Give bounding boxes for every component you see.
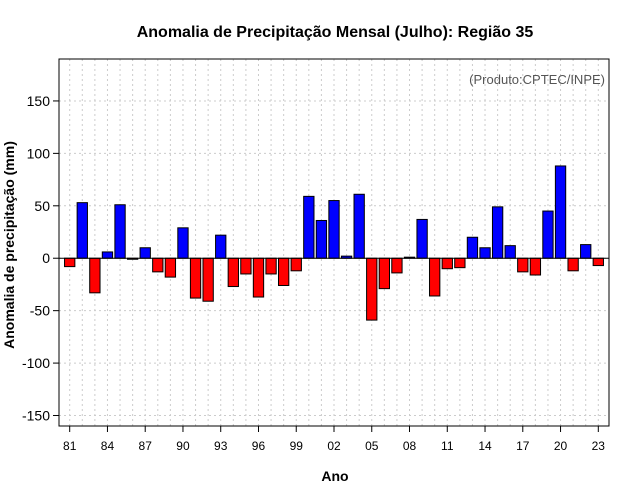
bar-1982 xyxy=(77,203,87,259)
bar-1994 xyxy=(228,258,238,286)
bar-2018 xyxy=(530,258,540,275)
y-tick-label: 50 xyxy=(34,198,50,214)
bar-2014 xyxy=(480,248,490,258)
x-tick-label: 99 xyxy=(290,439,304,453)
bar-1993 xyxy=(216,235,226,258)
x-tick-label: 81 xyxy=(63,439,77,453)
bar-2006 xyxy=(379,258,389,288)
bar-2011 xyxy=(442,258,452,268)
bar-1989 xyxy=(165,258,175,277)
bar-1998 xyxy=(278,258,288,285)
bar-2020 xyxy=(555,166,565,258)
bar-2000 xyxy=(304,196,314,258)
bar-1983 xyxy=(90,258,100,293)
x-tick-label: 90 xyxy=(176,439,190,453)
x-tick-label: 14 xyxy=(478,439,492,453)
bar-2007 xyxy=(392,258,402,273)
bar-2019 xyxy=(543,211,553,258)
x-tick-label: 20 xyxy=(554,439,568,453)
y-tick-label: 150 xyxy=(27,93,51,109)
x-tick-label: 84 xyxy=(101,439,115,453)
bar-2012 xyxy=(455,258,465,267)
x-tick-label: 93 xyxy=(214,439,228,453)
y-axis-label: Anomalia de precipitação (mm) xyxy=(1,141,17,349)
bar-1984 xyxy=(102,252,112,258)
y-tick-label: -150 xyxy=(22,408,50,424)
chart-title: Anomalia de Precipitação Mensal (Julho):… xyxy=(137,24,534,41)
bar-1985 xyxy=(115,205,125,258)
bar-2023 xyxy=(593,258,603,265)
x-tick-label: 08 xyxy=(403,439,417,453)
x-tick-label: 02 xyxy=(327,439,341,453)
y-tick-label: -100 xyxy=(22,355,50,371)
source-annotation: (Produto:CPTEC/INPE) xyxy=(469,72,605,87)
bar-1987 xyxy=(140,248,150,258)
bar-2016 xyxy=(505,246,515,259)
bar-1996 xyxy=(253,258,263,297)
bar-2001 xyxy=(316,220,326,258)
x-tick-label: 11 xyxy=(441,439,454,453)
x-axis-label: Ano xyxy=(321,468,348,484)
y-tick-label: 100 xyxy=(27,145,51,161)
bar-2002 xyxy=(329,201,339,259)
bar-1990 xyxy=(178,228,188,258)
bar-2021 xyxy=(568,258,578,271)
bar-2005 xyxy=(367,258,377,320)
bar-2010 xyxy=(430,258,440,296)
bar-1991 xyxy=(190,258,200,298)
chart: Anomalia de Precipitação Mensal (Julho):… xyxy=(0,0,640,500)
y-tick-label: 0 xyxy=(42,250,50,266)
bar-1992 xyxy=(203,258,213,301)
bar-2015 xyxy=(492,207,502,258)
x-tick-label: 23 xyxy=(592,439,606,453)
bar-2009 xyxy=(417,219,427,258)
x-tick-label: 96 xyxy=(252,439,266,453)
bar-2013 xyxy=(467,237,477,258)
bar-1981 xyxy=(65,258,75,266)
bar-2017 xyxy=(518,258,528,272)
bar-2022 xyxy=(581,245,591,259)
bar-1988 xyxy=(153,258,163,272)
x-tick-label: 87 xyxy=(139,439,153,453)
x-tick-label: 05 xyxy=(365,439,379,453)
y-tick-label: -50 xyxy=(30,303,50,319)
bar-1997 xyxy=(266,258,276,274)
x-tick-label: 17 xyxy=(516,439,530,453)
bar-2004 xyxy=(354,194,364,258)
bar-1999 xyxy=(291,258,301,271)
bar-1995 xyxy=(241,258,251,274)
